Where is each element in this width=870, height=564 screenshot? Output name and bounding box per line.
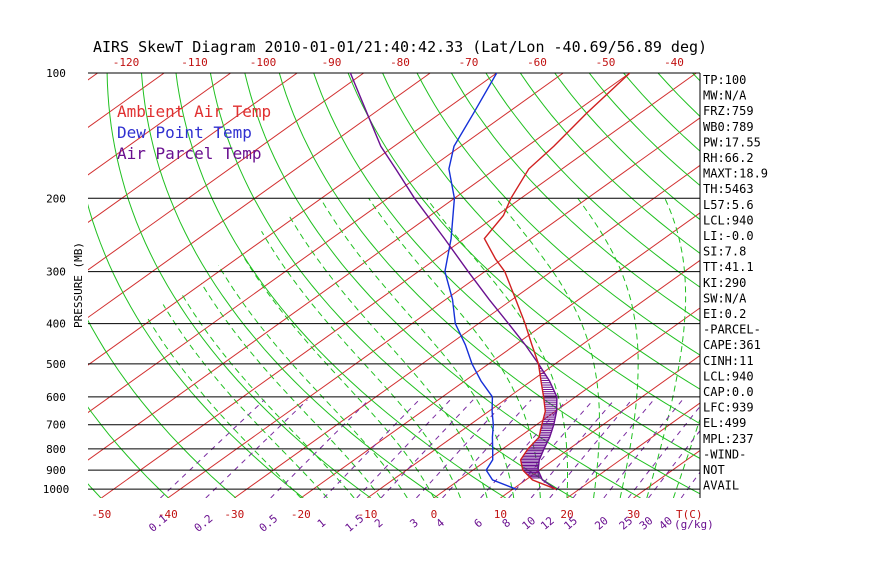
pressure-tick-label: 100 [46, 67, 66, 80]
index-panel-item: L57:5.6 [703, 198, 754, 212]
legend-entry-ambient: Ambient Air Temp [117, 102, 271, 121]
index-panel-item: -WIND- [703, 447, 746, 461]
index-panel-item: LFC:939 [703, 401, 754, 415]
index-panel-item: TH:5463 [703, 182, 754, 196]
index-panel-item: LI:-0.0 [703, 229, 754, 243]
index-panel-item: NOT [703, 463, 725, 477]
index-panel-item: -PARCEL- [703, 323, 761, 337]
top-temp-tick-label: -50 [596, 56, 616, 69]
pressure-tick-label: 600 [46, 391, 66, 404]
pressure-tick-label: 300 [46, 266, 66, 279]
index-panel-item: TT:41.1 [703, 260, 754, 274]
top-temp-tick-label: -110 [181, 56, 208, 69]
index-panel-item: RH:66.2 [703, 151, 754, 165]
index-panel-item: MAXT:18.9 [703, 167, 768, 181]
index-panel-item: MW:N/A [703, 89, 747, 103]
index-panel-item: PW:17.55 [703, 135, 761, 149]
index-panel-item: WB0:789 [703, 120, 754, 134]
pressure-tick-label: 1000 [43, 483, 70, 496]
bottom-temp-tick-label: -20 [291, 508, 311, 521]
index-panel-item: SW:N/A [703, 291, 747, 305]
pressure-tick-label: 200 [46, 192, 66, 205]
top-temp-tick-label: -40 [664, 56, 684, 69]
index-panel-item: EI:0.2 [703, 307, 746, 321]
index-panel-item: LCL:940 [703, 369, 754, 383]
index-panel-item: TP:100 [703, 73, 746, 87]
y-axis-label: PRESSURE (MB) [72, 242, 85, 328]
top-temp-tick-label: -120 [113, 56, 140, 69]
top-temp-tick-label: -70 [459, 56, 479, 69]
index-panel-item: LCL:940 [703, 213, 754, 227]
legend: Ambient Air Temp Dew Point Temp Air Parc… [117, 102, 271, 163]
index-panel-item: CAP:0.0 [703, 385, 754, 399]
top-temp-tick-label: -80 [390, 56, 410, 69]
chart-title: AIRS SkewT Diagram 2010-01-01/21:40:42.3… [93, 38, 707, 56]
index-panel-item: SI:7.8 [703, 245, 746, 259]
bottom-temp-tick-label: -50 [91, 508, 111, 521]
pressure-tick-label: 500 [46, 358, 66, 371]
bottom-mix-unit-label: (g/kg) [674, 518, 714, 531]
index-panel-item: FRZ:759 [703, 104, 754, 118]
legend-entry-dewpoint: Dew Point Temp [117, 123, 252, 142]
index-panel-item: AVAIL [703, 479, 739, 493]
pressure-tick-label: 400 [46, 318, 66, 331]
index-panel-item: CAPE:361 [703, 338, 761, 352]
pressure-tick-label: 800 [46, 443, 66, 456]
bottom-temp-tick-label: -30 [224, 508, 244, 521]
legend-entry-parcel: Air Parcel Temp [117, 144, 262, 163]
index-panel-item: KI:290 [703, 276, 746, 290]
index-panel-item: CINH:11 [703, 354, 754, 368]
pressure-tick-label: 900 [46, 464, 66, 477]
index-panel-item: MPL:237 [703, 432, 754, 446]
top-temp-tick-label: -100 [250, 56, 277, 69]
top-temp-tick-label: -90 [322, 56, 342, 69]
index-panel-item: EL:499 [703, 416, 746, 430]
pressure-tick-label: 700 [46, 419, 66, 432]
top-temp-tick-label: -60 [527, 56, 547, 69]
